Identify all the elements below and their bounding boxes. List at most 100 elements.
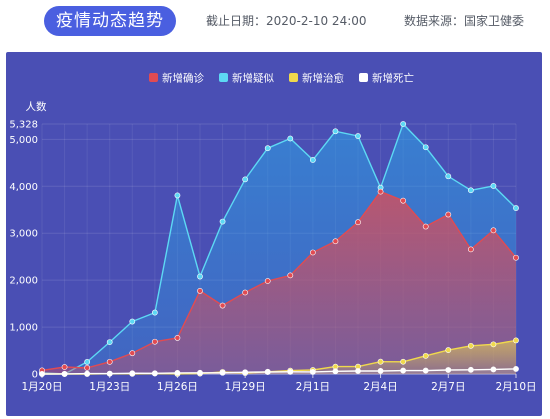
legend-swatch xyxy=(289,73,298,82)
data-point-suspected xyxy=(513,205,519,211)
data-point-confirmed xyxy=(219,302,226,309)
data-point-recovered xyxy=(422,352,429,359)
data-point-suspected xyxy=(129,318,136,325)
data-point-deaths xyxy=(400,367,407,374)
data-point-deaths xyxy=(287,368,294,375)
data-point-deaths xyxy=(174,369,181,376)
data-point-confirmed xyxy=(309,249,316,256)
data-point-suspected xyxy=(467,187,474,194)
data-point-confirmed xyxy=(445,211,452,218)
data-point-deaths xyxy=(467,366,474,373)
data-source-value: 国家卫健委 xyxy=(464,14,525,28)
series-area-deaths xyxy=(42,368,516,374)
data-point-suspected xyxy=(151,309,158,316)
y-tick-label: 4,000 xyxy=(9,182,38,193)
data-point-confirmed xyxy=(84,364,91,371)
data-point-suspected xyxy=(422,144,429,151)
series-line-confirmed xyxy=(41,190,517,372)
data-point-deaths xyxy=(106,370,113,377)
y-tick-label: 2,000 xyxy=(9,276,38,287)
data-point-deaths xyxy=(197,369,203,376)
legend-label: 新增死亡 xyxy=(372,72,414,85)
page-title: 疫情动态趋势 xyxy=(44,6,176,36)
data-point-deaths xyxy=(490,366,497,373)
data-point-deaths xyxy=(242,369,249,376)
data-point-deaths xyxy=(84,370,91,377)
data-point-deaths xyxy=(355,368,361,374)
y-tick-label: 0 xyxy=(32,370,38,381)
data-point-deaths xyxy=(129,370,136,377)
x-tick-label: 1月26日 xyxy=(157,381,198,393)
data-point-deaths xyxy=(39,371,45,377)
series-line-deaths xyxy=(41,368,517,375)
data-point-suspected xyxy=(400,121,407,127)
data-point-deaths xyxy=(309,368,316,375)
page-header: 疫情动态趋势 截止日期：2020-2-10 24:00 数据来源：国家卫健委 xyxy=(0,0,550,44)
x-tick-label: 2月1日 xyxy=(296,381,330,393)
data-point-confirmed xyxy=(151,338,158,345)
data-point-suspected xyxy=(332,128,339,135)
legend-item: 新增治愈 xyxy=(289,72,344,85)
legend-swatch xyxy=(359,73,368,82)
data-point-confirmed xyxy=(490,227,497,234)
data-point-recovered xyxy=(400,358,407,365)
data-point-suspected xyxy=(490,183,497,189)
data-point-suspected xyxy=(355,133,361,139)
data-point-deaths xyxy=(219,369,226,376)
data-point-suspected xyxy=(197,273,203,280)
data-point-deaths xyxy=(61,370,68,377)
legend-item: 新增疑似 xyxy=(219,72,274,85)
data-point-suspected xyxy=(174,192,181,199)
y-tick-label: 5,328 xyxy=(9,120,38,131)
data-point-suspected xyxy=(287,135,294,142)
data-source: 数据来源：国家卫健委 xyxy=(404,12,524,29)
data-point-confirmed xyxy=(355,219,361,226)
legend-swatch xyxy=(219,73,228,82)
data-point-deaths xyxy=(264,369,271,375)
cutoff-date-label: 截止日期： xyxy=(206,14,267,28)
x-tick-label: 2月7日 xyxy=(431,381,465,393)
data-point-deaths xyxy=(445,367,452,373)
data-point-confirmed xyxy=(106,358,113,365)
data-point-confirmed xyxy=(422,223,429,230)
data-point-recovered xyxy=(377,358,384,365)
x-tick-label: 1月20日 xyxy=(21,381,62,393)
data-point-deaths xyxy=(377,368,384,374)
data-point-confirmed xyxy=(242,289,249,296)
data-point-deaths xyxy=(332,368,339,375)
data-point-confirmed xyxy=(377,188,384,195)
legend-label: 新增疑似 xyxy=(232,72,274,85)
data-point-confirmed xyxy=(287,272,294,279)
data-point-confirmed xyxy=(61,364,68,370)
data-point-suspected xyxy=(219,218,226,225)
y-tick-label: 1,000 xyxy=(9,323,38,334)
data-source-label: 数据来源： xyxy=(404,14,465,28)
data-point-confirmed xyxy=(129,350,136,357)
data-point-suspected xyxy=(309,157,316,163)
data-point-deaths xyxy=(513,366,519,372)
cutoff-date-value: 2020-2-10 24:00 xyxy=(266,14,367,28)
series-area-recovered xyxy=(42,340,516,374)
y-tick-label: 3,000 xyxy=(9,229,38,240)
data-point-suspected xyxy=(84,359,91,365)
series-area-confirmed xyxy=(42,191,516,374)
x-tick-label: 2月10日 xyxy=(495,381,536,393)
data-point-suspected xyxy=(264,145,271,152)
y-axis-label: 人数 xyxy=(26,100,47,113)
data-point-confirmed xyxy=(467,246,474,253)
legend-label: 新增确诊 xyxy=(162,72,204,85)
data-point-confirmed xyxy=(513,254,519,261)
legend-item: 新增死亡 xyxy=(359,72,414,85)
data-point-suspected xyxy=(106,339,113,345)
cutoff-date: 截止日期：2020-2-10 24:00 xyxy=(206,12,367,29)
data-point-recovered xyxy=(513,337,519,344)
y-tick-label: 5,000 xyxy=(9,135,38,146)
data-point-deaths xyxy=(151,370,158,377)
data-point-deaths xyxy=(422,367,429,374)
data-point-recovered xyxy=(467,342,474,349)
data-point-confirmed xyxy=(332,238,339,245)
x-tick-label: 1月23日 xyxy=(89,381,130,393)
data-point-recovered xyxy=(490,341,497,348)
data-point-recovered xyxy=(445,347,452,353)
